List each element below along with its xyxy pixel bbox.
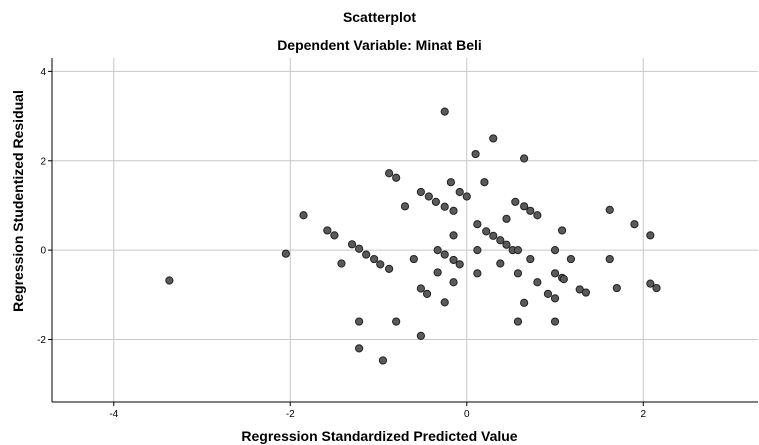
- scatter-point: [520, 298, 529, 307]
- y-tick-label: -2: [37, 335, 46, 346]
- scatter-point: [416, 331, 425, 340]
- scatter-point: [482, 227, 491, 236]
- scatter-point: [471, 149, 480, 159]
- scatter-point: [424, 192, 433, 201]
- axes: [48, 58, 758, 406]
- scatter-point: [605, 254, 614, 264]
- scatter-point: [511, 197, 520, 206]
- scatter-point: [378, 356, 388, 365]
- scatter-point: [526, 254, 535, 264]
- data-points: [165, 107, 661, 365]
- scatter-point: [502, 240, 511, 249]
- x-tick-label: 2: [640, 409, 646, 420]
- scatter-point: [533, 211, 542, 220]
- scatter-point: [385, 169, 394, 178]
- scatter-point: [433, 268, 442, 277]
- scatter-point: [605, 205, 614, 214]
- scatter-point: [557, 226, 567, 235]
- scatter-point: [449, 278, 458, 287]
- scatter-point: [422, 289, 432, 298]
- scatter-point: [581, 288, 591, 297]
- scatter-point: [281, 249, 290, 258]
- scatter-point: [550, 294, 560, 303]
- scatter-point: [392, 173, 401, 182]
- scatter-point: [440, 202, 449, 211]
- scatter-point: [362, 250, 371, 259]
- scatter-point: [489, 231, 498, 240]
- scatter-point: [449, 231, 458, 240]
- y-tick-label: 0: [40, 246, 46, 257]
- scatter-point: [496, 259, 505, 268]
- scatter-point: [630, 220, 639, 229]
- y-tick-label: 4: [40, 67, 46, 78]
- scatter-point: [489, 134, 498, 143]
- scatter-point: [652, 283, 661, 293]
- chart-subtitle: Dependent Variable: Minat Beli: [277, 37, 482, 53]
- scatter-point: [455, 187, 464, 197]
- scatter-point: [455, 260, 464, 269]
- scatter-point: [550, 317, 560, 326]
- scatter-point: [612, 283, 621, 293]
- x-axis-label: Regression Standardized Predicted Value: [241, 428, 518, 444]
- scatter-point: [496, 236, 505, 245]
- scatter-point: [543, 289, 553, 298]
- scatter-point: [462, 192, 471, 201]
- scatter-point: [520, 202, 529, 211]
- scatter-point: [520, 154, 529, 163]
- scatter-point: [449, 255, 458, 265]
- scatter-point: [446, 178, 455, 187]
- scatter-point: [431, 197, 440, 206]
- x-tick-label: -4: [109, 409, 118, 420]
- scatter-point: [400, 202, 410, 211]
- scatter-point: [533, 278, 542, 287]
- scatter-point: [409, 254, 418, 264]
- scatter-point: [473, 220, 482, 229]
- scatter-point: [440, 107, 449, 116]
- scatter-point: [416, 284, 425, 293]
- scatter-point: [385, 264, 394, 273]
- scatter-point: [473, 269, 482, 278]
- scatter-point: [299, 211, 308, 220]
- x-tick-label: 0: [464, 409, 470, 420]
- scatter-point: [165, 276, 174, 285]
- scatter-point: [416, 187, 425, 197]
- scatter-point: [433, 246, 442, 255]
- scatter-point: [355, 317, 364, 326]
- scatter-point: [550, 269, 560, 278]
- scatter-point: [392, 317, 401, 326]
- plot-area: [52, 58, 758, 402]
- scatter-point: [513, 269, 523, 278]
- scatter-point: [646, 279, 655, 288]
- scatter-point: [376, 260, 385, 269]
- scatter-point: [330, 231, 339, 240]
- scatter-point: [513, 317, 523, 326]
- y-tick-label: 2: [40, 156, 46, 167]
- scatter-point: [347, 240, 357, 249]
- scatter-point: [473, 246, 482, 255]
- scatter-point: [440, 298, 449, 307]
- scatter-point: [559, 275, 568, 284]
- gridlines: [52, 58, 758, 402]
- scatter-point: [526, 206, 535, 215]
- scatter-point: [355, 244, 364, 253]
- scatter-point: [323, 226, 332, 235]
- scatter-point: [502, 214, 511, 223]
- chart-title: Scatterplot: [342, 9, 417, 25]
- scatter-point: [337, 259, 346, 268]
- tick-labels: -4 -2 0 2 -2 0 2 4: [37, 67, 646, 420]
- x-tick-label: -2: [286, 409, 295, 420]
- scatter-point: [480, 178, 489, 187]
- scatter-point: [550, 246, 560, 255]
- scatter-point: [355, 344, 364, 353]
- scatter-point: [440, 250, 449, 259]
- scatter-point: [566, 254, 576, 264]
- scatter-point: [449, 206, 458, 215]
- scatter-point: [370, 254, 379, 264]
- scatter-point: [646, 231, 655, 240]
- scatter-point: [513, 246, 523, 255]
